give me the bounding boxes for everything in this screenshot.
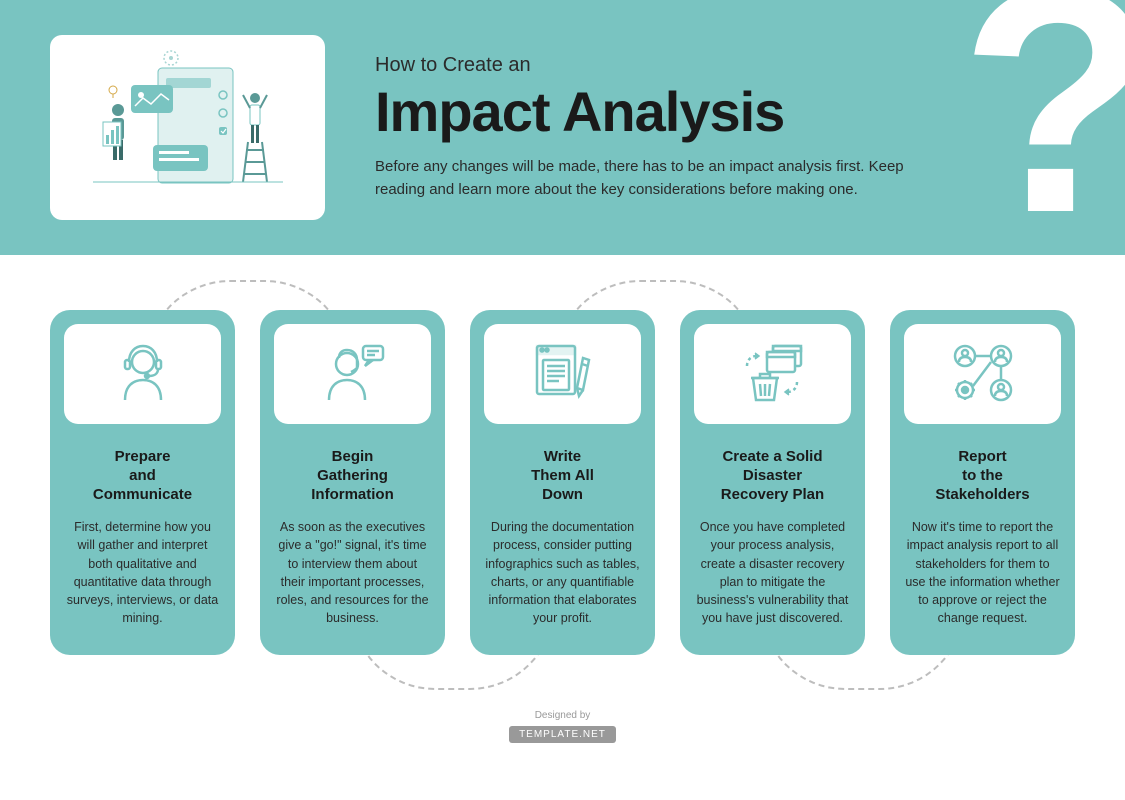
step-body: Once you have completed your process ana… xyxy=(694,518,851,627)
question-mark-decoration: ? xyxy=(960,0,1125,255)
step-card-1: Prepare and Communicate First, determine… xyxy=(50,310,235,655)
step-icon-box xyxy=(694,324,851,424)
step-icon-box xyxy=(64,324,221,424)
step-body: Now it's time to report the impact analy… xyxy=(904,518,1061,627)
step-title: Create a Solid Disaster Recovery Plan xyxy=(694,448,851,504)
step-body: During the documentation process, consid… xyxy=(484,518,641,627)
step-title: Write Them All Down xyxy=(484,448,641,504)
headset-person-icon xyxy=(107,338,179,410)
step-card-3: Write Them All Down During the documenta… xyxy=(470,310,655,655)
header-title: Impact Analysis xyxy=(375,79,955,144)
header-subtitle: How to Create an xyxy=(375,54,955,77)
collaboration-illustration-icon xyxy=(83,50,293,205)
recovery-bin-icon xyxy=(737,338,809,410)
step-title: Begin Gathering Information xyxy=(274,448,431,504)
header-illustration xyxy=(50,35,325,220)
step-body: First, determine how you will gather and… xyxy=(64,518,221,627)
step-card-4: Create a Solid Disaster Recovery Plan On… xyxy=(680,310,865,655)
step-icon-box xyxy=(274,324,431,424)
footer: Designed by TEMPLATE.NET xyxy=(0,710,1125,743)
step-body: As soon as the executives give a "go!" s… xyxy=(274,518,431,627)
steps-row: Prepare and Communicate First, determine… xyxy=(0,255,1125,685)
person-speech-icon xyxy=(317,338,389,410)
step-title: Prepare and Communicate xyxy=(64,448,221,504)
step-icon-box xyxy=(484,324,641,424)
header-description: Before any changes will be made, there h… xyxy=(375,156,935,201)
step-card-2: Begin Gathering Information As soon as t… xyxy=(260,310,445,655)
header-banner: ? xyxy=(0,0,1125,255)
step-icon-box xyxy=(904,324,1061,424)
footer-logo-badge: TEMPLATE.NET xyxy=(509,726,616,743)
document-pencil-icon xyxy=(527,338,599,410)
stakeholders-network-icon xyxy=(947,338,1019,410)
step-title: Report to the Stakeholders xyxy=(904,448,1061,504)
step-card-5: Report to the Stakeholders Now it's time… xyxy=(890,310,1075,655)
footer-designed-by: Designed by xyxy=(0,710,1125,721)
